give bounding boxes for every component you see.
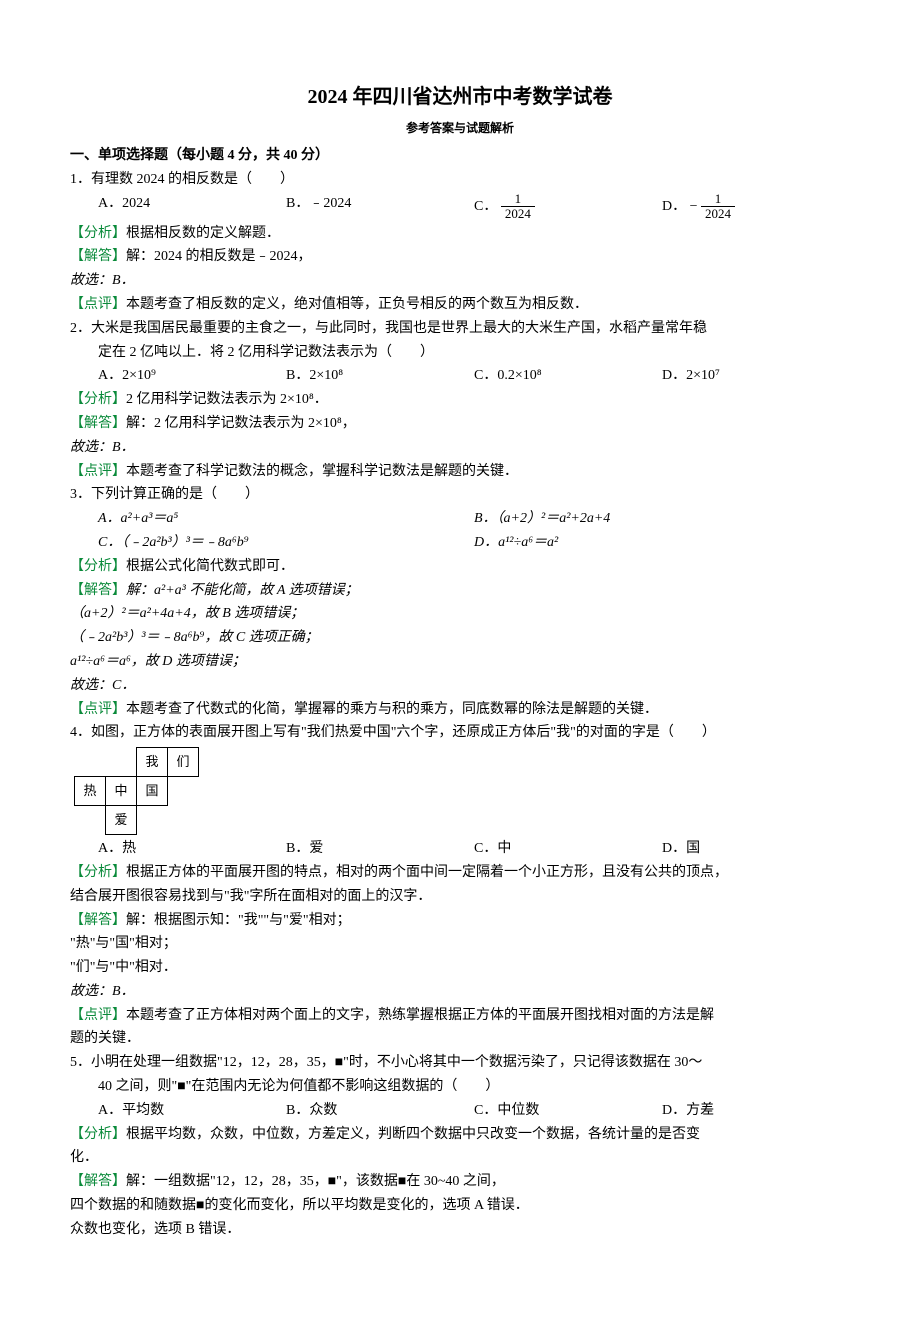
net-cell: 热 <box>75 777 106 806</box>
q3-sol-l2: （a+2）²＝a²+4a+4，故 B 选项错误； <box>70 602 850 626</box>
page-title: 2024 年四川省达州市中考数学试卷 <box>70 80 850 114</box>
q1-analysis: 【分析】根据相反数的定义解题． <box>70 222 850 246</box>
q5-analysis-l1: 【分析】根据平均数，众数，中位数，方差定义，判断四个数据中只改变一个数据，各统计… <box>70 1123 850 1147</box>
q3-options: A．a²+a³＝a⁵ B．（a+2）²＝a²+2a+4 C．（﹣2a²b³）³＝… <box>70 507 850 555</box>
q3-opt-c: C．（﹣2a²b³）³＝﹣8a⁶b⁹ <box>98 531 474 555</box>
q5-analysis-l2: 化． <box>70 1146 850 1170</box>
q2-answer: 故选：B． <box>70 436 850 460</box>
q4-answer: 故选：B． <box>70 980 850 1004</box>
q4-opt-a: A．热 <box>98 837 286 861</box>
q3-analysis: 【分析】根据公式化简代数式即可． <box>70 555 850 579</box>
q1-answer: 故选：B． <box>70 269 850 293</box>
q4-sol-l3: "们"与"中"相对． <box>70 956 850 980</box>
q4-analysis-l1: 【分析】根据正方体的平面展开图的特点，相对的两个面中间一定隔着一个小正方形，且没… <box>70 861 850 885</box>
q4-options: A．热 B．爱 C．中 D．国 <box>70 837 850 861</box>
q2-comment: 【点评】本题考查了科学记数法的概念，掌握科学记数法是解题的关键． <box>70 460 850 484</box>
q1-d-neg: − <box>690 199 698 214</box>
q1-d-prefix: D． <box>662 199 686 214</box>
q3-sol-l1: 【解答】解：a²+a³ 不能化简，故 A 选项错误； <box>70 579 850 603</box>
q2-stem-l1: 2．大米是我国居民最重要的主食之一，与此同时，我国也是世界上最大的大米生产国，水… <box>70 317 850 341</box>
q3-sol-l3: （﹣2a²b³）³＝﹣8a⁶b⁹，故 C 选项正确； <box>70 626 850 650</box>
q3-stem: 3．下列计算正确的是（ ） <box>70 483 850 507</box>
section-header: 一、单项选择题（每小题 4 分，共 40 分） <box>70 144 850 168</box>
q3-opt-a: A．a²+a³＝a⁵ <box>98 507 474 531</box>
q1-solution: 【解答】解：2024 的相反数是﹣2024， <box>70 245 850 269</box>
fraction-icon: 1 2024 <box>701 192 735 222</box>
q4-opt-c: C．中 <box>474 837 662 861</box>
net-cell: 中 <box>106 777 137 806</box>
fraction-icon: 1 2024 <box>501 192 535 222</box>
q1-stem: 1．有理数 2024 的相反数是（ ） <box>70 168 850 192</box>
q1-opt-a: A．2024 <box>98 192 286 222</box>
q1-opt-b: B．﹣2024 <box>286 192 474 222</box>
q3-answer: 故选：C． <box>70 674 850 698</box>
q5-opt-a: A．平均数 <box>98 1099 286 1123</box>
q5-stem-l1: 5．小明在处理一组数据"12，12，28，35，■"时，不小心将其中一个数据污染… <box>70 1051 850 1075</box>
q2-opt-d: D．2×10⁷ <box>662 364 850 388</box>
q1-comment: 【点评】本题考查了相反数的定义，绝对值相等，正负号相反的两个数互为相反数． <box>70 293 850 317</box>
net-cell: 爱 <box>106 806 137 835</box>
net-cell: 们 <box>168 748 199 777</box>
q4-analysis-l2: 结合展开图很容易找到与"我"字所在面相对的面上的汉字． <box>70 885 850 909</box>
q1-c-prefix: C． <box>474 199 497 214</box>
q2-options: A．2×10⁹ B．2×10⁸ C．0.2×10⁸ D．2×10⁷ <box>70 364 850 388</box>
q3-sol-l4: a¹²÷a⁶＝a⁶，故 D 选项错误； <box>70 650 850 674</box>
q5-options: A．平均数 B．众数 C．中位数 D．方差 <box>70 1099 850 1123</box>
q2-opt-c: C．0.2×10⁸ <box>474 364 662 388</box>
q5-opt-b: B．众数 <box>286 1099 474 1123</box>
q5-opt-d: D．方差 <box>662 1099 850 1123</box>
q4-opt-b: B．爱 <box>286 837 474 861</box>
q4-stem: 4．如图，正方体的表面展开图上写有"我们热爱中国"六个字，还原成正方体后"我"的… <box>70 721 850 745</box>
q2-solution: 【解答】解：2 亿用科学记数法表示为 2×10⁸， <box>70 412 850 436</box>
q3-opt-b: B．（a+2）²＝a²+2a+4 <box>474 507 850 531</box>
net-cell: 国 <box>137 777 168 806</box>
q4-sol-l1: 【解答】解：根据图示知："我""与"爱"相对； <box>70 909 850 933</box>
q5-sol-l3: 众数也变化，选项 B 错误． <box>70 1218 850 1242</box>
q4-comment-l2: 题的关键． <box>70 1027 850 1051</box>
cube-net-diagram: 我 们 热 中 国 爱 <box>74 747 199 835</box>
q3-comment: 【点评】本题考查了代数式的化简，掌握幂的乘方与积的乘方，同底数幂的除法是解题的关… <box>70 698 850 722</box>
q2-stem-l2: 定在 2 亿吨以上．将 2 亿用科学记数法表示为（ ） <box>70 341 850 365</box>
q5-sol-l1: 【解答】解：一组数据"12，12，28，35，■"，该数据■在 30~40 之间… <box>70 1170 850 1194</box>
q3-opt-d: D．a¹²÷a⁶＝a² <box>474 531 850 555</box>
q1-opt-c: C． 1 2024 <box>474 192 662 222</box>
net-cell: 我 <box>137 748 168 777</box>
q2-opt-b: B．2×10⁸ <box>286 364 474 388</box>
q2-analysis: 【分析】2 亿用科学记数法表示为 2×10⁸． <box>70 388 850 412</box>
q4-opt-d: D．国 <box>662 837 850 861</box>
q1-options: A．2024 B．﹣2024 C． 1 2024 D． − 1 2024 <box>70 192 850 222</box>
q4-comment-l1: 【点评】本题考查了正方体相对两个面上的文字，熟练掌握根据正方体的平面展开图找相对… <box>70 1004 850 1028</box>
q5-stem-l2: 40 之间，则"■"在范围内无论为何值都不影响这组数据的（ ） <box>70 1075 850 1099</box>
page-subtitle: 参考答案与试题解析 <box>70 118 850 138</box>
q2-opt-a: A．2×10⁹ <box>98 364 286 388</box>
q4-sol-l2: "热"与"国"相对； <box>70 932 850 956</box>
q5-opt-c: C．中位数 <box>474 1099 662 1123</box>
q1-opt-d: D． − 1 2024 <box>662 192 850 222</box>
q5-sol-l2: 四个数据的和随数据■的变化而变化，所以平均数是变化的，选项 A 错误． <box>70 1194 850 1218</box>
